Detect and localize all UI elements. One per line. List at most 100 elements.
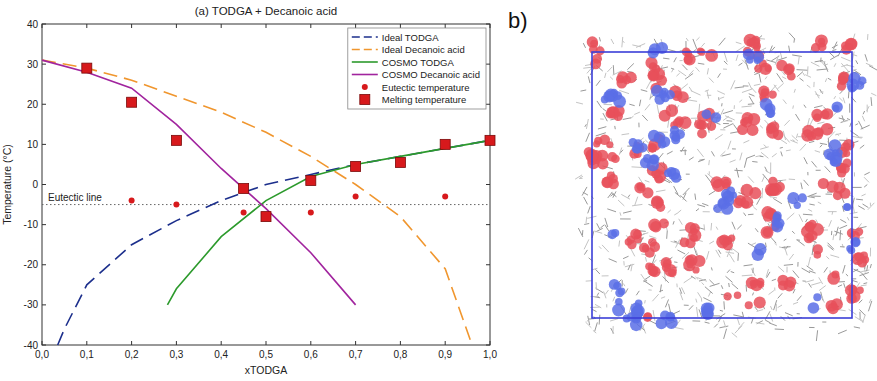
x-tick-label: 0,8 [393, 349, 407, 360]
molecule-chain [855, 124, 858, 125]
molecule-chain [718, 316, 721, 322]
x-tick [355, 341, 356, 345]
molecule-chain [582, 187, 587, 196]
series-line [42, 60, 356, 305]
molecule-chain [619, 148, 621, 155]
molecule-chain [683, 188, 690, 195]
molecule-chain [691, 276, 696, 279]
molecule-blob [606, 110, 615, 119]
molecule-chain [825, 166, 831, 172]
molecule-chain [718, 73, 721, 77]
molecule-chain [770, 306, 772, 310]
molecule-chain [586, 280, 592, 281]
molecule-chain [798, 57, 799, 65]
molecule-chain [804, 180, 809, 186]
molecule-chain [852, 280, 857, 282]
molecule-chain [846, 65, 854, 67]
x-tick-label: 0,7 [349, 349, 363, 360]
molecule-blob [593, 140, 600, 147]
y-tick-right [486, 104, 490, 105]
molecule-chain [600, 225, 604, 228]
series-line [167, 140, 490, 305]
molecule-blob [711, 112, 722, 123]
molecule-chain [612, 193, 617, 197]
molecule-chain [865, 54, 867, 61]
data-point [440, 139, 450, 149]
molecule-chain [805, 75, 811, 78]
molecule-chain [684, 277, 693, 283]
molecule-chain [736, 42, 742, 44]
molecule-chain [723, 69, 727, 70]
molecule-chain [686, 174, 690, 175]
molecule-chain [839, 225, 847, 228]
legend-label: COSMO Decanoic acid [382, 69, 480, 80]
molecule-chain [751, 243, 756, 245]
molecule-chain [603, 108, 606, 111]
molecule-chain [604, 104, 612, 105]
molecule-chain [793, 302, 798, 304]
molecule-blob [832, 101, 843, 112]
molecule-chain [841, 120, 848, 122]
molecule-chain [623, 284, 625, 287]
molecule-blob [671, 135, 680, 144]
plot-area [42, 60, 495, 345]
molecule-chain [663, 277, 669, 283]
molecule-chain [653, 310, 655, 321]
x-axis-title: xTODGA [245, 364, 287, 376]
molecule-chain [863, 204, 869, 208]
molecule-chain [839, 281, 845, 282]
molecule-chain [793, 271, 799, 278]
molecule-blob [769, 121, 780, 132]
molecule-blob [648, 238, 657, 247]
molecule-chain [871, 93, 876, 95]
molecule-chain [681, 147, 684, 152]
molecule-chain [575, 175, 582, 179]
molecule-blob [756, 278, 764, 286]
molecule-chain [686, 38, 688, 41]
molecule-chain [739, 100, 742, 102]
molecule-chain [854, 327, 860, 328]
molecule-chain [797, 262, 798, 267]
x-tick [445, 341, 446, 345]
molecule-chain [721, 103, 722, 106]
eutectic-line-label: Eutectic line [48, 192, 102, 203]
molecule-blob [661, 93, 670, 102]
data-point [171, 135, 181, 145]
y-tick [42, 104, 46, 105]
molecule-chain [593, 330, 596, 333]
molecule-chain [868, 301, 871, 311]
molecule-chain [599, 315, 601, 325]
molecule-chain [701, 43, 704, 47]
molecule-chain [832, 45, 838, 48]
molecule-chain [819, 286, 826, 291]
molecule-blob [843, 203, 851, 211]
molecule-chain [610, 77, 613, 80]
molecule-chain [679, 229, 686, 230]
molecule-chain [722, 154, 731, 156]
molecule-chain [586, 119, 588, 129]
molecule-chain [825, 64, 828, 65]
molecule-chain [748, 176, 754, 182]
molecule-chain [824, 62, 828, 72]
molecule-chain [723, 116, 729, 120]
molecule-chain [702, 203, 708, 205]
molecule-chain [703, 298, 711, 302]
molecule-blob [658, 140, 666, 148]
molecule-chain [685, 73, 693, 79]
molecule-chain [678, 250, 686, 254]
molecule-chain [676, 284, 677, 288]
molecule-chain [780, 147, 783, 149]
molecule-chain [805, 219, 807, 222]
molecule-chain [705, 322, 710, 323]
y-tick [42, 264, 46, 265]
molecule-chain [672, 69, 674, 72]
molecule-chain [760, 126, 763, 129]
molecule-chain [737, 225, 741, 229]
molecule-chain [698, 160, 704, 162]
molecule-blob [845, 38, 857, 50]
molecule-chain [719, 38, 725, 46]
molecule-chain [866, 63, 873, 66]
y-tick [42, 184, 46, 185]
molecule-chain [744, 213, 746, 216]
molecule-chain [723, 123, 729, 124]
